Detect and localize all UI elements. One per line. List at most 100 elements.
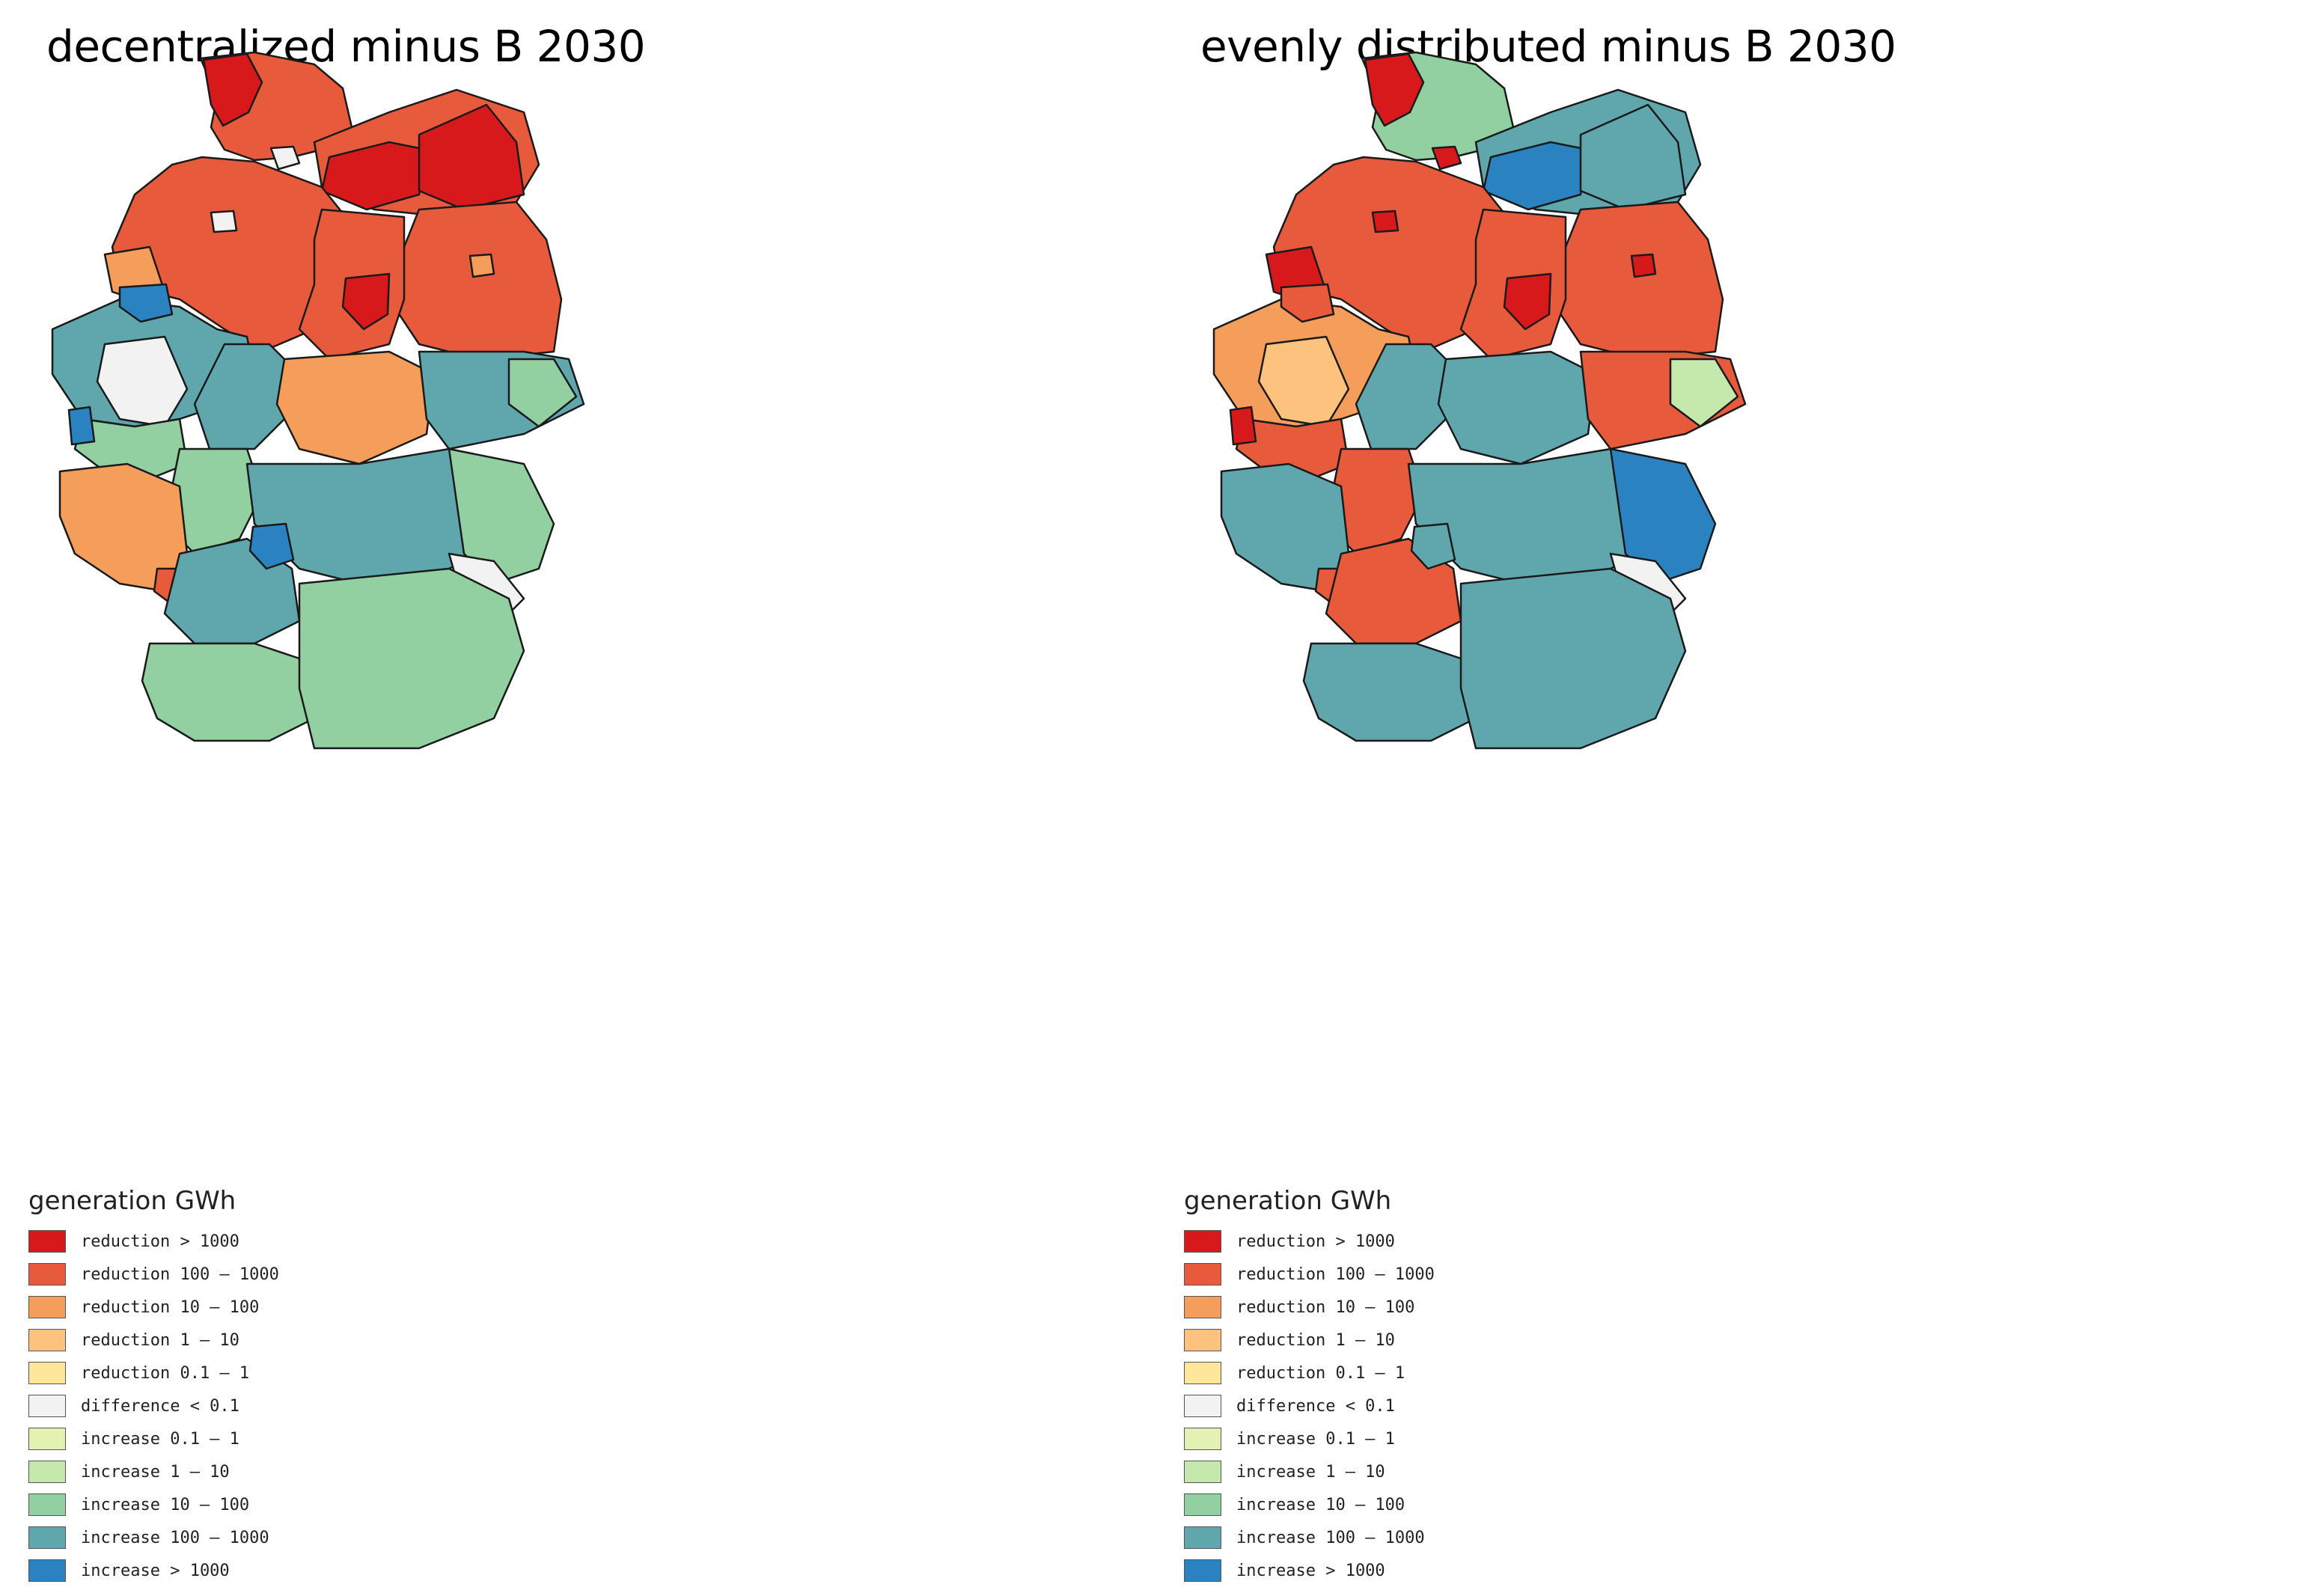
region-wuerzburg (248, 522, 295, 570)
legend-item: increase 0.1 – 1 (1184, 1422, 1603, 1455)
legend-item: increase 1 – 10 (1184, 1455, 1603, 1488)
legend-item: increase 0.1 – 1 (28, 1422, 448, 1455)
region-vorpommern (418, 103, 525, 211)
legend-label: increase 1 – 10 (1236, 1462, 1385, 1482)
legend-swatch (28, 1263, 66, 1285)
region-bonn (1229, 406, 1257, 446)
legend-item: reduction 1 – 10 (28, 1324, 448, 1357)
legend-label: reduction 0.1 – 1 (1236, 1363, 1405, 1383)
legend: generation GWh reduction > 1000 reductio… (1184, 1186, 1603, 1587)
legend-swatch (28, 1526, 66, 1549)
legend-swatch (1184, 1461, 1221, 1483)
legend-label: increase 10 – 100 (1236, 1495, 1405, 1514)
legend-label: increase 0.1 – 1 (1236, 1429, 1395, 1449)
legend-item: reduction 100 – 1000 (28, 1258, 448, 1291)
region-niedersachsen (111, 156, 353, 353)
region-nrw-south (1235, 418, 1350, 480)
legend: generation GWh reduction > 1000 reductio… (28, 1186, 448, 1587)
region-hessen-north (193, 343, 301, 450)
legend-item: reduction 0.1 – 1 (28, 1357, 448, 1389)
legend-swatch (28, 1395, 66, 1417)
legend-item: increase 100 – 1000 (28, 1521, 448, 1554)
legend-swatch (1184, 1493, 1221, 1516)
region-hamburg (1431, 145, 1462, 171)
map-panel-evenly-distributed: evenly distributed minus B 2030 (1162, 0, 2323, 1596)
legend-label: reduction > 1000 (1236, 1232, 1395, 1251)
legend-swatch (1184, 1263, 1221, 1285)
legend-item: reduction > 1000 (28, 1225, 448, 1258)
legend-title: generation GWh (28, 1186, 236, 1216)
legend-label: reduction 10 – 100 (1236, 1297, 1415, 1317)
legend-swatch (1184, 1395, 1221, 1417)
map-title: decentralized minus B 2030 (46, 21, 646, 72)
legend-list: reduction > 1000 reduction 100 – 1000 re… (1184, 1225, 1603, 1587)
region-hamburg (269, 145, 301, 171)
germany-map (51, 51, 585, 750)
region-bonn (67, 406, 96, 446)
region-nrw-borken (118, 283, 174, 323)
legend-item: difference < 0.1 (1184, 1389, 1603, 1422)
legend-swatch (28, 1461, 66, 1483)
legend-swatch (28, 1230, 66, 1253)
region-nrw-borken (1280, 283, 1335, 323)
legend-label: reduction > 1000 (81, 1232, 239, 1251)
region-hessen-north (1355, 343, 1462, 450)
region-magdeburg-area (1503, 272, 1552, 331)
legend-label: reduction 100 – 1000 (81, 1265, 279, 1284)
region-bremen (210, 210, 238, 233)
legend-label: reduction 100 – 1000 (1236, 1265, 1435, 1284)
region-lausitz (1669, 358, 1739, 428)
legend-swatch (28, 1559, 66, 1582)
region-bayern-east (1609, 447, 1717, 585)
legend-swatch (1184, 1329, 1221, 1351)
legend-item: reduction 10 – 100 (28, 1291, 448, 1324)
legend-label: reduction 1 – 10 (1236, 1330, 1395, 1350)
region-berlin (1630, 253, 1657, 278)
legend-swatch (28, 1296, 66, 1318)
legend-swatch (1184, 1362, 1221, 1384)
legend-swatch (1184, 1296, 1221, 1318)
legend-label: increase > 1000 (81, 1561, 230, 1580)
legend-label: increase 0.1 – 1 (81, 1429, 239, 1449)
legend-label: reduction 10 – 100 (81, 1297, 260, 1317)
region-nordfriesland (202, 52, 263, 127)
legend-item: increase > 1000 (28, 1554, 448, 1587)
region-brandenburg (388, 201, 563, 361)
legend-swatch (28, 1428, 66, 1450)
legend-swatch (28, 1493, 66, 1516)
legend-item: reduction > 1000 (1184, 1225, 1603, 1258)
legend-item: increase 1 – 10 (28, 1455, 448, 1488)
legend-swatch (1184, 1230, 1221, 1253)
map-panel-decentralized: decentralized minus B 2030 (28, 21, 646, 1587)
region-vorpommern (1579, 103, 1687, 211)
legend-item: increase 10 – 100 (28, 1488, 448, 1521)
legend-label: increase 100 – 1000 (81, 1528, 269, 1547)
region-magdeburg-area (341, 272, 391, 331)
region-berlin (468, 253, 495, 278)
region-wuerzburg (1410, 522, 1456, 570)
legend-title: generation GWh (1184, 1186, 1392, 1216)
legend-item: reduction 0.1 – 1 (1184, 1357, 1603, 1389)
region-bw-south (1302, 642, 1477, 742)
legend-swatch (28, 1329, 66, 1351)
legend-swatch (28, 1362, 66, 1384)
legend-label: increase 1 – 10 (81, 1462, 230, 1482)
region-nordfriesland (1364, 52, 1425, 127)
legend-swatch (1184, 1559, 1221, 1582)
legend-item: increase > 1000 (1184, 1554, 1603, 1587)
map-title: evenly distributed minus B 2030 (1200, 21, 1896, 72)
region-bayern-south (298, 567, 525, 750)
legend-swatch (1184, 1526, 1221, 1549)
legend-label: reduction 0.1 – 1 (81, 1363, 250, 1383)
legend-swatch (1184, 1428, 1221, 1450)
legend-item: reduction 100 – 1000 (1184, 1258, 1603, 1291)
region-bayern-south (1459, 567, 1687, 750)
legend-item: increase 10 – 100 (1184, 1488, 1603, 1521)
legend-label: difference < 0.1 (81, 1396, 239, 1416)
legend-item: increase 100 – 1000 (1184, 1521, 1603, 1554)
legend-item: reduction 10 – 100 (1184, 1291, 1603, 1324)
legend-label: difference < 0.1 (1236, 1396, 1395, 1416)
legend-label: increase 10 – 100 (81, 1495, 250, 1514)
region-brandenburg (1549, 201, 1724, 361)
legend-list: reduction > 1000 reduction 100 – 1000 re… (28, 1225, 448, 1587)
